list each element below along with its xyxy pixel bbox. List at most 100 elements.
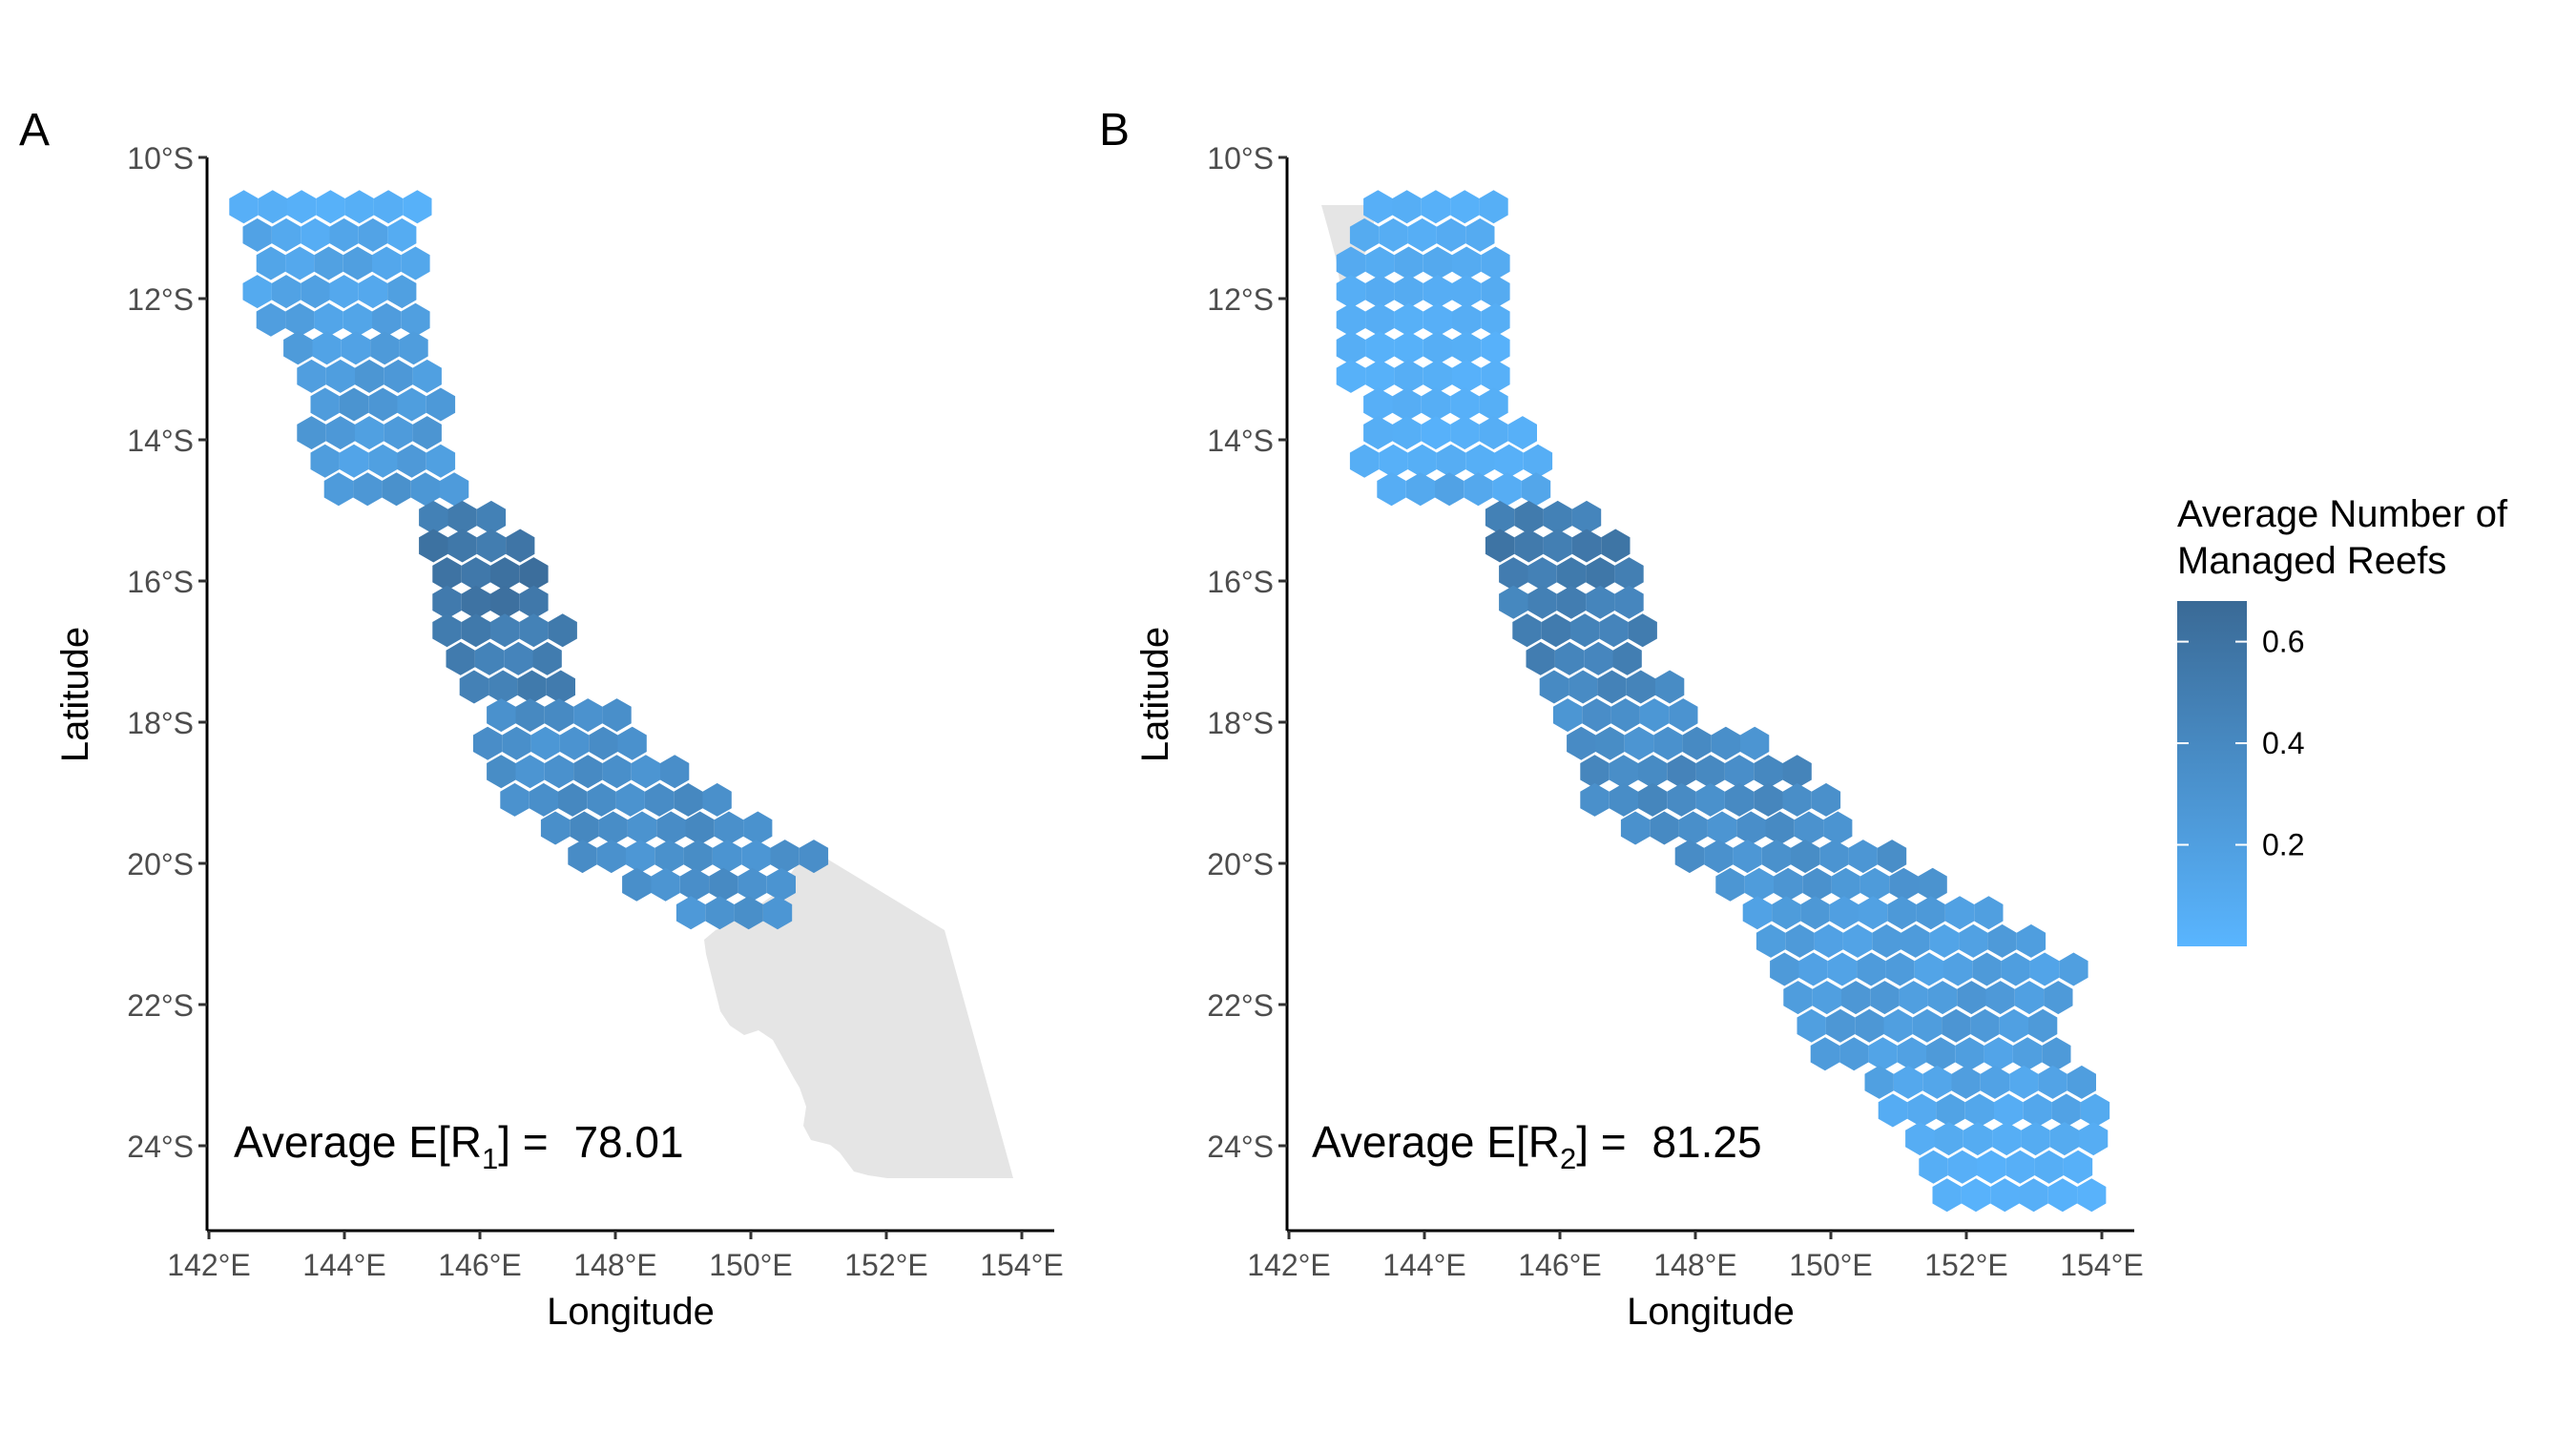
hexbin-cell bbox=[2023, 1093, 2052, 1128]
hexbin-cell bbox=[1394, 359, 1423, 393]
hexbin-cell bbox=[1814, 923, 1843, 958]
hexbin-cell bbox=[1650, 811, 1679, 845]
hexbin-cell bbox=[490, 613, 520, 648]
panel-a-xtick-label: 144°E bbox=[302, 1248, 386, 1282]
hexbin-cell bbox=[312, 331, 342, 365]
hexbin-cell bbox=[1407, 444, 1437, 478]
hexbin-cell bbox=[1436, 218, 1466, 252]
panel-b-ytick-label: 14°S bbox=[1207, 424, 1274, 458]
panel-b-y-axis-title: Latitude bbox=[1134, 627, 1176, 762]
panel-a-ytick-label: 18°S bbox=[127, 706, 194, 740]
hexbin-cell bbox=[387, 218, 417, 252]
hexbin-cell bbox=[615, 782, 645, 817]
hexbin-cell bbox=[1819, 840, 1849, 874]
hexbin-cell bbox=[1571, 500, 1602, 534]
hexbin-cell bbox=[1552, 698, 1583, 733]
hexbin-cell bbox=[1638, 782, 1668, 817]
hexbin-cell bbox=[1864, 1065, 1894, 1099]
colorbar-tick-label: 0.4 bbox=[2262, 726, 2304, 760]
panel-b-ytick-label: 24°S bbox=[1207, 1130, 1274, 1164]
panel-a-tag: A bbox=[19, 105, 50, 156]
panel-b-xtick-label: 152°E bbox=[1924, 1248, 2008, 1282]
hexbin-cell bbox=[1754, 782, 1783, 817]
hexbin-cell bbox=[1992, 1122, 2022, 1156]
hexbin-cell bbox=[316, 190, 345, 224]
hexbin-cell bbox=[476, 500, 507, 534]
hexbin-cell bbox=[1770, 952, 1799, 986]
hexbin-cell bbox=[598, 811, 628, 845]
hexbin-cell bbox=[1556, 585, 1587, 619]
hexbin-cell bbox=[419, 529, 448, 563]
hexbin-cell bbox=[1479, 190, 1508, 224]
hexbin-cell bbox=[1878, 1093, 1908, 1128]
hexbin-cell bbox=[1987, 923, 2017, 958]
panel-a-ytick-label: 20°S bbox=[127, 847, 194, 881]
panel-b-xtick-label: 142°E bbox=[1247, 1248, 1331, 1282]
hexbin-cell bbox=[373, 190, 404, 224]
hexbin-cell bbox=[1612, 641, 1642, 675]
hexbin-cell bbox=[705, 896, 735, 930]
hexbin-cell bbox=[1450, 190, 1480, 224]
panel-b-xtick-label: 148°E bbox=[1653, 1248, 1737, 1282]
hexbin-cell bbox=[1586, 557, 1615, 591]
hexbin-cell bbox=[2042, 1037, 2071, 1071]
hexbin-cell bbox=[1740, 726, 1770, 760]
hexbin-cell bbox=[1918, 867, 1947, 902]
hexbin-cell bbox=[1883, 1008, 1913, 1043]
hexbin-cell bbox=[1782, 755, 1812, 789]
hexbin-cell bbox=[1485, 529, 1515, 563]
hexbin-cell bbox=[568, 840, 597, 874]
hexbin-cell bbox=[1392, 416, 1422, 450]
hexbin-cell bbox=[1481, 302, 1510, 337]
hexbin-cell bbox=[256, 246, 286, 280]
hexbin-cell bbox=[1499, 557, 1528, 591]
hexbin-cell bbox=[283, 331, 313, 365]
hexbin-cell bbox=[1363, 416, 1393, 450]
hexbin-cell bbox=[1527, 585, 1557, 619]
hexbin-cell bbox=[370, 331, 400, 365]
colorbar-legend: Average Number of Managed Reefs 0.60.40.… bbox=[2177, 493, 2508, 946]
hexbin-cell bbox=[2016, 923, 2046, 958]
hexbin-cell bbox=[1392, 190, 1422, 224]
hexbin-cell bbox=[440, 472, 469, 507]
hexbin-cell bbox=[355, 416, 384, 450]
hexbin-cell bbox=[426, 387, 456, 422]
hexbin-cell bbox=[1887, 896, 1917, 930]
hexbin-cell bbox=[546, 670, 575, 704]
hexbin-cell bbox=[1736, 811, 1766, 845]
panel-b-annotation-suffix: ] = bbox=[1576, 1117, 1638, 1167]
hexbin-cell bbox=[1394, 302, 1423, 337]
hexbin-cell bbox=[487, 755, 516, 789]
hexbin-cell bbox=[459, 670, 489, 704]
hexbin-cell bbox=[1597, 670, 1627, 704]
hexbin-cell bbox=[1365, 275, 1395, 309]
hexbin-cell bbox=[271, 218, 301, 252]
hexbin-cell bbox=[1405, 472, 1435, 507]
hexbin-cell bbox=[741, 840, 771, 874]
hexbin-cell bbox=[1610, 698, 1640, 733]
hexbin-cell bbox=[1554, 641, 1585, 675]
panel-b-hexbin-layer bbox=[1336, 190, 2110, 1213]
hexbin-cell bbox=[1963, 1122, 1993, 1156]
panel-a-xtick-label: 154°E bbox=[980, 1248, 1064, 1282]
panel-a-annotation-value: 78.01 bbox=[573, 1117, 683, 1167]
hexbin-cell bbox=[1423, 359, 1452, 393]
panel-a-hexbin-layer bbox=[229, 190, 829, 930]
hexbin-cell bbox=[1859, 896, 1888, 930]
panel-a-ticks bbox=[198, 156, 1024, 1239]
panel-a-xtick-label: 142°E bbox=[167, 1248, 251, 1282]
hexbin-cell bbox=[1570, 613, 1600, 648]
hexbin-cell bbox=[490, 557, 520, 591]
hexbin-cell bbox=[762, 896, 793, 930]
hexbin-cell bbox=[1423, 275, 1452, 309]
hexbin-cell bbox=[559, 726, 590, 760]
hexbin-cell bbox=[1527, 557, 1557, 591]
hexbin-cell bbox=[1848, 840, 1878, 874]
hexbin-cell bbox=[2059, 952, 2088, 986]
hexbin-cell bbox=[1893, 1065, 1923, 1099]
hexbin-cell bbox=[1452, 359, 1482, 393]
hexbin-cell bbox=[353, 472, 383, 507]
hexbin-cell bbox=[287, 190, 317, 224]
hexbin-cell bbox=[2009, 1065, 2039, 1099]
hexbin-cell bbox=[343, 302, 372, 337]
